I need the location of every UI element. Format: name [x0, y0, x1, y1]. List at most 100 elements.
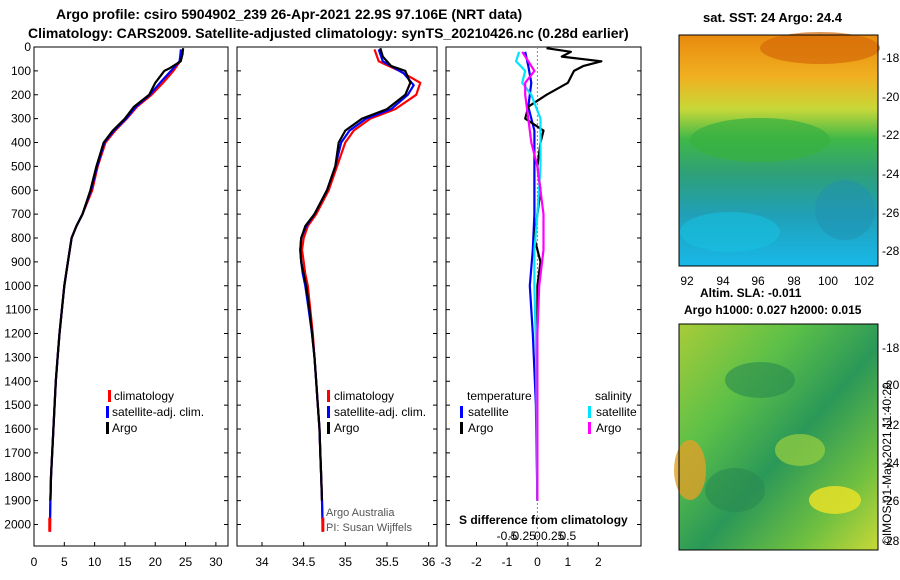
sla-ytick: -22 [882, 418, 900, 432]
sla-ytick: -28 [882, 534, 900, 548]
y-tick-label: 800 [11, 231, 31, 245]
series-line-temperature-argo [524, 47, 603, 501]
sst-xtick: 100 [818, 274, 838, 288]
x-tick-label: 2 [595, 555, 602, 569]
salinity-x-tick-label: -0.25 [508, 529, 536, 543]
y-tick-label: 1800 [4, 470, 31, 484]
legend-label-argo: Argo [112, 421, 138, 435]
plot-frame [33, 46, 229, 547]
temperature-panel: 0100200300400500600700800900100011001200… [4, 40, 229, 569]
x-tick-label: -1 [502, 555, 513, 569]
sst-green-patch [690, 118, 830, 162]
y-tick-label: 600 [11, 183, 31, 197]
sst-ytick: -22 [882, 128, 900, 142]
series-line-argo [299, 47, 412, 501]
series-line-temperature-satellite [524, 51, 539, 501]
sla-ytick: -24 [882, 456, 900, 470]
legend-swatch-climatology [108, 390, 111, 402]
plot-frame [445, 46, 642, 547]
x-tick-label: 20 [149, 555, 163, 569]
y-tick-label: 300 [11, 112, 31, 126]
sla-ytick: -26 [882, 494, 900, 508]
x-tick-label: 0 [534, 555, 541, 569]
legend-label-argo: Argo [334, 421, 360, 435]
y-tick-label: 1700 [4, 446, 31, 460]
x-tick-label: 25 [179, 555, 193, 569]
x-tick-label: 34 [255, 555, 269, 569]
series-line-salinity-satellite [514, 51, 542, 501]
sst-cool-patch [680, 212, 780, 252]
y-tick-label: 1000 [4, 279, 31, 293]
legend-label-satellite: satellite-adj. clim. [334, 405, 426, 419]
salinity-panel: 34 34.5 35 35.5 36 [236, 46, 438, 569]
legend-swatch-temp-satellite [460, 406, 463, 418]
y-tick-label: 700 [11, 207, 31, 221]
sla-high-patch [809, 486, 861, 514]
x-tick-label: 15 [118, 555, 132, 569]
sst-xtick: 96 [751, 274, 765, 288]
sst-xtick: 92 [680, 274, 694, 288]
y-tick-label: 1400 [4, 374, 31, 388]
x-tick-label: 35 [339, 555, 353, 569]
sla-field [679, 324, 878, 550]
y-tick-label: 500 [11, 159, 31, 173]
sla-mid-patch [775, 434, 825, 466]
sst-xtick: 98 [787, 274, 801, 288]
x-tick-label: 5 [61, 555, 68, 569]
y-tick-label: 1600 [4, 422, 31, 436]
x-tick-label: -2 [471, 555, 482, 569]
x-tick-label: 1 [565, 555, 572, 569]
legend-swatch-satellite [106, 406, 109, 418]
sla-low-patch [725, 362, 795, 398]
y-tick-label: 0 [24, 40, 31, 54]
series-line-salinity-argo [521, 51, 545, 501]
sst-xtick: 94 [716, 274, 730, 288]
legend-label-satellite: satellite-adj. clim. [112, 405, 204, 419]
credit-timestamp: ©IMOS 01-May-2021 11:40:29 [880, 382, 894, 545]
y-tick-label: 1300 [4, 350, 31, 364]
sst-ytick: -28 [882, 244, 900, 258]
sst-cool-patch [815, 180, 875, 240]
y-tick-label: 2000 [4, 518, 31, 532]
legend-swatch-sal-satellite [588, 406, 591, 418]
sst-map-title: sat. SST: 24 Argo: 24.4 [703, 10, 843, 25]
sla-ytick: -18 [882, 341, 900, 355]
sla-argo-heights: Argo h1000: 0.027 h2000: 0.015 [684, 303, 862, 317]
legend-header-salinity: salinity [595, 389, 632, 403]
legend-swatch-argo [327, 422, 330, 434]
legend-swatch-sal-argo [588, 422, 591, 434]
sst-map: sat. SST: 24 Argo: 24.4 -18 -20 -22 -24 … [678, 10, 900, 288]
sst-ytick: -24 [882, 167, 900, 181]
legend-swatch-satellite [327, 406, 330, 418]
sla-map: Altim. SLA: -0.011 Argo h1000: 0.027 h20… [674, 286, 900, 551]
difference-xlabel: S difference from climatology [459, 513, 628, 527]
climatology-end-marker [48, 517, 52, 532]
series-line-argo [49, 48, 185, 501]
legend-swatch-climatology [327, 390, 330, 402]
legend-label-climatology: climatology [114, 389, 174, 403]
legend-header-temperature: temperature [467, 389, 532, 403]
legend-swatch-temp-argo [460, 422, 463, 434]
x-tick-label: 0 [31, 555, 38, 569]
x-tick-label: 34.5 [292, 555, 316, 569]
sst-ytick: -18 [882, 51, 900, 65]
x-tick-label: 30 [209, 555, 223, 569]
annotation-pi: PI: Susan Wijffels [326, 522, 412, 534]
sla-title: Altim. SLA: -0.011 [700, 286, 802, 300]
x-tick-label: -3 [441, 555, 452, 569]
salinity-x-tick-label: 0.25 [541, 529, 565, 543]
temperature-legend: climatology satellite-adj. clim. Argo [106, 389, 204, 435]
figure-title-line2: Climatology: CARS2009. Satellite-adjuste… [28, 25, 629, 41]
y-tick-label: 200 [11, 88, 31, 102]
sst-warm-patch [760, 32, 880, 64]
y-tick-label: 1900 [4, 494, 31, 508]
figure-title-line1: Argo profile: csiro 5904902_239 26-Apr-2… [56, 6, 523, 22]
salinity-x-tick-label: -0.5 [497, 529, 518, 543]
y-tick-label: 400 [11, 136, 31, 150]
salinity-x-tick-label: 0.5 [560, 529, 577, 543]
x-tick-label: 36 [422, 555, 436, 569]
legend-label-climatology: climatology [334, 389, 394, 403]
y-tick-label: 100 [11, 64, 31, 78]
sst-frame [678, 34, 879, 267]
